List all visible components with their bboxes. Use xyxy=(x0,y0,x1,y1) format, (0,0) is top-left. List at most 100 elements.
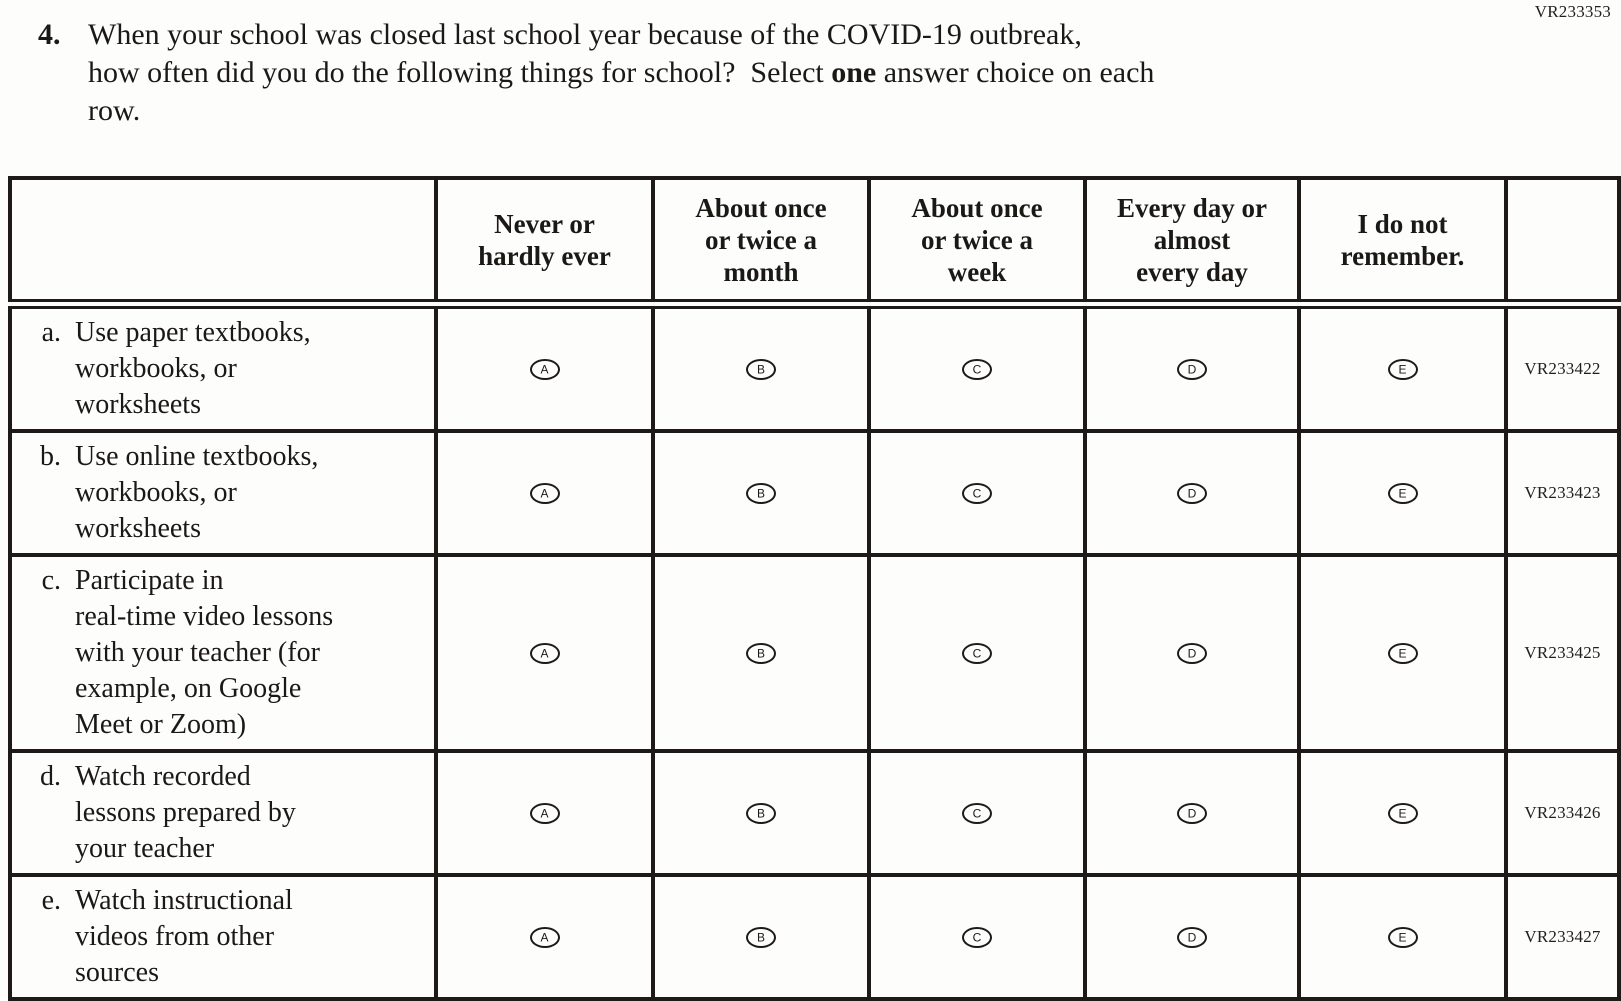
answer-bubble-a-A[interactable]: A xyxy=(529,358,560,380)
option-cell: C xyxy=(867,429,1087,557)
bubble-letter: C xyxy=(972,930,982,945)
option-cell: B xyxy=(651,302,871,433)
code-column-header xyxy=(1504,176,1621,309)
question-text: When your school was closed last school … xyxy=(88,16,1154,130)
option-cell: E xyxy=(1297,429,1508,557)
option-cell: A xyxy=(434,873,655,1001)
answer-bubble-a-D[interactable]: D xyxy=(1177,358,1207,380)
item-cell-b: b. Use online textbooks, workbooks, or w… xyxy=(8,429,438,557)
item-cell-c: c. Participate in real-time video lesson… xyxy=(8,553,438,753)
item-letter: b. xyxy=(40,441,61,472)
vr-code-cell: VR233426 xyxy=(1504,749,1621,877)
option-cell: C xyxy=(867,749,1087,877)
answer-bubble-e-D[interactable]: D xyxy=(1177,926,1207,948)
question-block: 4. When your school was closed last scho… xyxy=(38,16,1154,130)
answer-bubble-a-C[interactable]: C xyxy=(962,358,992,380)
answer-bubble-d-C[interactable]: C xyxy=(962,802,992,824)
bubble-letter: E xyxy=(1398,806,1407,821)
bubble-letter: E xyxy=(1398,486,1407,501)
answer-bubble-e-B[interactable]: B xyxy=(746,926,776,948)
item-letter: c. xyxy=(41,565,61,596)
table-row-d: d. Watch recorded lessons prepared by yo… xyxy=(8,749,1621,877)
answer-bubble-c-E[interactable]: E xyxy=(1387,642,1418,664)
vr-code-cell: VR233422 xyxy=(1504,302,1621,433)
response-grid: Never or hardly ever About once or twice… xyxy=(8,176,1621,1001)
answer-bubble-b-B[interactable]: B xyxy=(746,482,776,504)
item-cell-d: d. Watch recorded lessons prepared by yo… xyxy=(8,749,438,877)
bubble-letter: A xyxy=(540,806,549,821)
answer-bubble-d-E[interactable]: E xyxy=(1387,802,1418,824)
answer-bubble-b-D[interactable]: D xyxy=(1177,482,1207,504)
option-cell: C xyxy=(867,302,1087,433)
option-cell: D xyxy=(1083,302,1301,433)
question-line-2-pre: how often did you do the following thing… xyxy=(88,56,832,89)
answer-bubble-c-D[interactable]: D xyxy=(1177,642,1207,664)
bubble-letter: A xyxy=(540,930,549,945)
option-cell: A xyxy=(434,553,655,753)
answer-bubble-c-B[interactable]: B xyxy=(746,642,776,664)
bubble-letter: C xyxy=(972,486,982,501)
bubble-letter: E xyxy=(1398,646,1407,661)
answer-bubble-b-C[interactable]: C xyxy=(962,482,992,504)
option-cell: B xyxy=(651,553,871,753)
vr-code-cell: VR233427 xyxy=(1504,873,1621,1001)
question-bold-word: one xyxy=(831,56,877,89)
option-cell: C xyxy=(867,873,1087,1001)
question-line-1: When your school was closed last school … xyxy=(88,18,1082,51)
answer-bubble-d-B[interactable]: B xyxy=(746,802,776,824)
table-row-a: a. Use paper textbooks, workbooks, or wo… xyxy=(8,302,1621,433)
answer-bubble-b-A[interactable]: A xyxy=(529,482,560,504)
bubble-letter: A xyxy=(540,486,549,501)
answer-bubble-b-E[interactable]: E xyxy=(1387,482,1418,504)
stub-header-cell xyxy=(8,176,438,309)
option-cell: E xyxy=(1297,749,1508,877)
answer-bubble-e-C[interactable]: C xyxy=(962,926,992,948)
answer-bubble-c-A[interactable]: A xyxy=(529,642,560,664)
bubble-letter: B xyxy=(756,930,765,945)
question-line-3: row. xyxy=(88,94,141,127)
bubble-letter: E xyxy=(1398,362,1407,377)
header-row: Never or hardly ever About once or twice… xyxy=(8,176,1621,309)
bubble-letter: B xyxy=(756,362,765,377)
option-cell: B xyxy=(651,429,871,557)
option-cell: E xyxy=(1297,873,1508,1001)
item-text: Use online textbooks, workbooks, or work… xyxy=(75,441,319,544)
item-cell-e: e. Watch instructional videos from other… xyxy=(8,873,438,1001)
answer-bubble-a-B[interactable]: B xyxy=(746,358,776,380)
bubble-letter: B xyxy=(756,486,765,501)
bubble-letter: C xyxy=(972,806,982,821)
table-row-c: c. Participate in real-time video lesson… xyxy=(8,553,1621,753)
table-row-b: b. Use online textbooks, workbooks, or w… xyxy=(8,429,1621,557)
column-header-do-not-remember: I do not remember. xyxy=(1297,176,1508,309)
answer-bubble-e-E[interactable]: E xyxy=(1387,926,1418,948)
question-line-2-post: answer choice on each xyxy=(876,56,1155,89)
answer-bubble-d-D[interactable]: D xyxy=(1177,802,1207,824)
column-header-once-twice-week: About once or twice a week xyxy=(867,176,1087,309)
column-header-every-day: Every day or almost every day xyxy=(1083,176,1301,309)
item-letter: a. xyxy=(41,317,61,348)
table-row-e: e. Watch instructional videos from other… xyxy=(8,873,1621,1001)
item-text: Use paper textbooks, workbooks, or works… xyxy=(75,317,311,420)
answer-bubble-d-A[interactable]: A xyxy=(529,802,560,824)
column-header-once-twice-month: About once or twice a month xyxy=(651,176,871,309)
bubble-letter: B xyxy=(756,646,765,661)
bubble-letter: A xyxy=(540,646,549,661)
option-cell: D xyxy=(1083,553,1301,753)
bubble-letter: D xyxy=(1187,646,1197,661)
option-cell: A xyxy=(434,302,655,433)
option-cell: D xyxy=(1083,749,1301,877)
answer-bubble-a-E[interactable]: E xyxy=(1387,358,1418,380)
option-cell: A xyxy=(434,749,655,877)
bubble-letter: D xyxy=(1187,806,1197,821)
option-cell: D xyxy=(1083,429,1301,557)
vr-code-cell: VR233425 xyxy=(1504,553,1621,753)
form-code-top-right: VR233353 xyxy=(1534,2,1611,21)
option-cell: E xyxy=(1297,302,1508,433)
option-cell: B xyxy=(651,873,871,1001)
answer-bubble-e-A[interactable]: A xyxy=(529,926,560,948)
option-cell: D xyxy=(1083,873,1301,1001)
option-cell: C xyxy=(867,553,1087,753)
question-number: 4. xyxy=(38,18,61,51)
answer-bubble-c-C[interactable]: C xyxy=(962,642,992,664)
